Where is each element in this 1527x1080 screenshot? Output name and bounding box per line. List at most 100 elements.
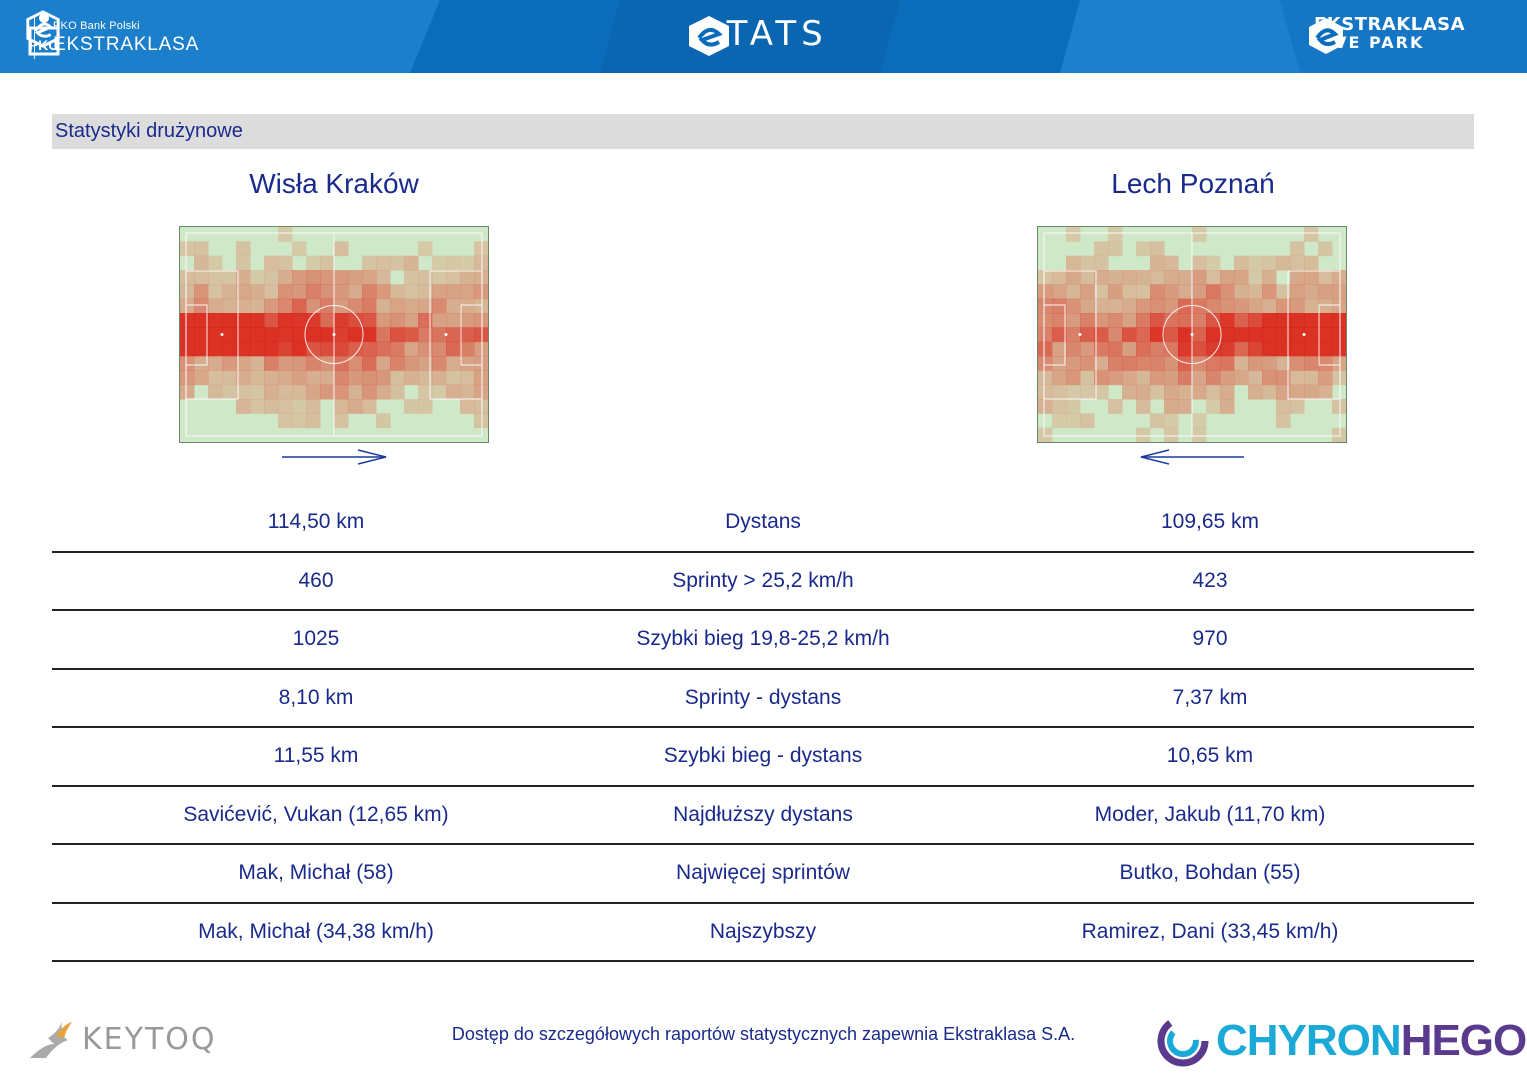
- heatmap-cell: [264, 341, 279, 357]
- heatmap-cell: [1052, 370, 1067, 386]
- heatmap-cell: [334, 341, 349, 357]
- heatmap-cell: [1262, 370, 1277, 386]
- heatmap-cell: [292, 384, 307, 400]
- home-value: Mak, Michał (58): [238, 861, 394, 884]
- heatmap-cell: [1178, 313, 1193, 328]
- heatmap-cell: [1234, 313, 1249, 328]
- heatmap-cell: [1276, 284, 1291, 300]
- heatmap-cell: [1248, 370, 1263, 386]
- heatmap-cell: [1248, 384, 1263, 400]
- heatmap-cell: [1318, 327, 1333, 343]
- heatmap-cell: [1080, 356, 1095, 371]
- heatmap-cell: [1248, 298, 1263, 314]
- away-value: 423: [1192, 568, 1228, 592]
- heatmap-cell: [1192, 255, 1207, 271]
- chyronhego-logo[interactable]: CHYRON HEGO: [1156, 1014, 1527, 1068]
- ekstraklasa-live-park-logo[interactable]: EKSTRAKLASA LIVE PARK: [1306, 16, 1465, 54]
- heatmap-cell: [1276, 399, 1291, 414]
- heatmap-cell: [362, 370, 377, 386]
- heatmap-cell: [348, 399, 363, 414]
- heatmap-cell: [1066, 370, 1081, 386]
- heatmap-cell: [1290, 241, 1305, 257]
- heatmap-cell: [404, 370, 419, 386]
- brand-big-text: EKSTRAKLASA: [53, 33, 200, 55]
- heatmap-cell: [334, 384, 349, 400]
- heatmap-cell: [306, 327, 321, 343]
- heatmap-cell: [432, 270, 447, 285]
- heatmap-cell: [1304, 356, 1319, 371]
- heatmap-cell: [474, 384, 488, 400]
- header-bar: PKO PKO Bank Polski EKSTRAKLASA STATS EK…: [0, 0, 1527, 73]
- heatmap-cell: [1262, 298, 1277, 314]
- heatmap-cell: [278, 413, 293, 429]
- keytoq-logo[interactable]: KEYTOQ: [26, 1014, 217, 1064]
- heatmap-cell: [264, 399, 279, 414]
- heatmap-cell: [194, 341, 209, 357]
- heatmap-cell: [1220, 384, 1235, 400]
- heatmap-cell: [334, 327, 349, 343]
- heatmap-cell: [1192, 370, 1207, 386]
- heatmap-cell: [1192, 284, 1207, 300]
- heatmap-cell: [404, 255, 419, 271]
- heatmap-cell: [460, 341, 475, 357]
- heatmap-cell: [306, 356, 321, 371]
- heatmap-cell: [292, 284, 307, 300]
- heatmap-cell: [1178, 341, 1193, 357]
- heatmap-cell: [404, 327, 419, 343]
- heatmap-cell: [292, 241, 307, 257]
- heatmap-cell: [1206, 284, 1221, 300]
- pitch-line: [460, 304, 483, 366]
- heatmap-cell: [1290, 384, 1305, 400]
- heatmap-cell: [1192, 384, 1207, 400]
- heatmap-cell: [474, 298, 488, 314]
- heatmap-cell: [1234, 298, 1249, 314]
- heatmap-cell: [194, 284, 209, 300]
- heatmap-cell: [320, 327, 335, 343]
- heatmap-cell: [1206, 255, 1221, 271]
- heatmap-cell: [432, 356, 447, 371]
- heatmap-cell: [1164, 270, 1179, 285]
- pitch-spot: [332, 333, 336, 336]
- heatmap-cell: [1332, 427, 1346, 442]
- heatmap-cell: [348, 356, 363, 371]
- ekstraklasa-shield-icon: [26, 10, 60, 48]
- heatmap-cell: [180, 298, 195, 314]
- heatmap-cell: [1136, 327, 1151, 343]
- heatmap-cell: [1038, 399, 1053, 414]
- heatmap-cell: [404, 298, 419, 314]
- heatmap-cell: [1220, 341, 1235, 357]
- heatmap-cell: [1248, 313, 1263, 328]
- heatmap-cell: [180, 384, 195, 400]
- pko-ekstraklasa-logo[interactable]: PKO PKO Bank Polski EKSTRAKLASA: [24, 10, 199, 64]
- stat-label: Sprinty > 25,2 km/h: [672, 568, 854, 592]
- heatmap-cell: [376, 356, 391, 371]
- heatmap-cell: [278, 327, 293, 343]
- heatmap-cell: [390, 255, 405, 271]
- heatmap-cell: [1164, 298, 1179, 314]
- heatmap-cell: [390, 341, 405, 357]
- heatmap-cell: [320, 255, 335, 271]
- heatmap-cell: [1164, 255, 1179, 271]
- heatmap-cell: [1164, 284, 1179, 300]
- heatmap-cell: [194, 327, 209, 343]
- stats-row: Mak, Michał (58) Najwięcej sprintów Butk…: [52, 845, 1474, 904]
- heatmap-cell: [404, 270, 419, 285]
- heatmap-cell: [1290, 270, 1305, 285]
- heatmap-cell: [306, 370, 321, 386]
- heatmap-cell: [180, 370, 195, 386]
- heatmap-cell: [1178, 399, 1193, 414]
- heatmap-cell: [1234, 284, 1249, 300]
- heatmap-cell: [180, 327, 195, 343]
- heatmap-cell: [348, 384, 363, 400]
- heatmap-cell: [1108, 227, 1123, 242]
- home-value: 1025: [292, 627, 340, 650]
- heatmap-cell: [1206, 341, 1221, 357]
- heatmap-cell: [278, 284, 293, 300]
- heatmap-cell: [1066, 313, 1081, 328]
- heatmap-cell: [1332, 298, 1346, 314]
- heatmap-cell: [1318, 241, 1333, 257]
- heatmap-cell: [1262, 255, 1277, 271]
- pitch-line: [304, 305, 364, 364]
- heatmap-cell: [236, 241, 251, 257]
- heatmap-cell: [474, 370, 488, 386]
